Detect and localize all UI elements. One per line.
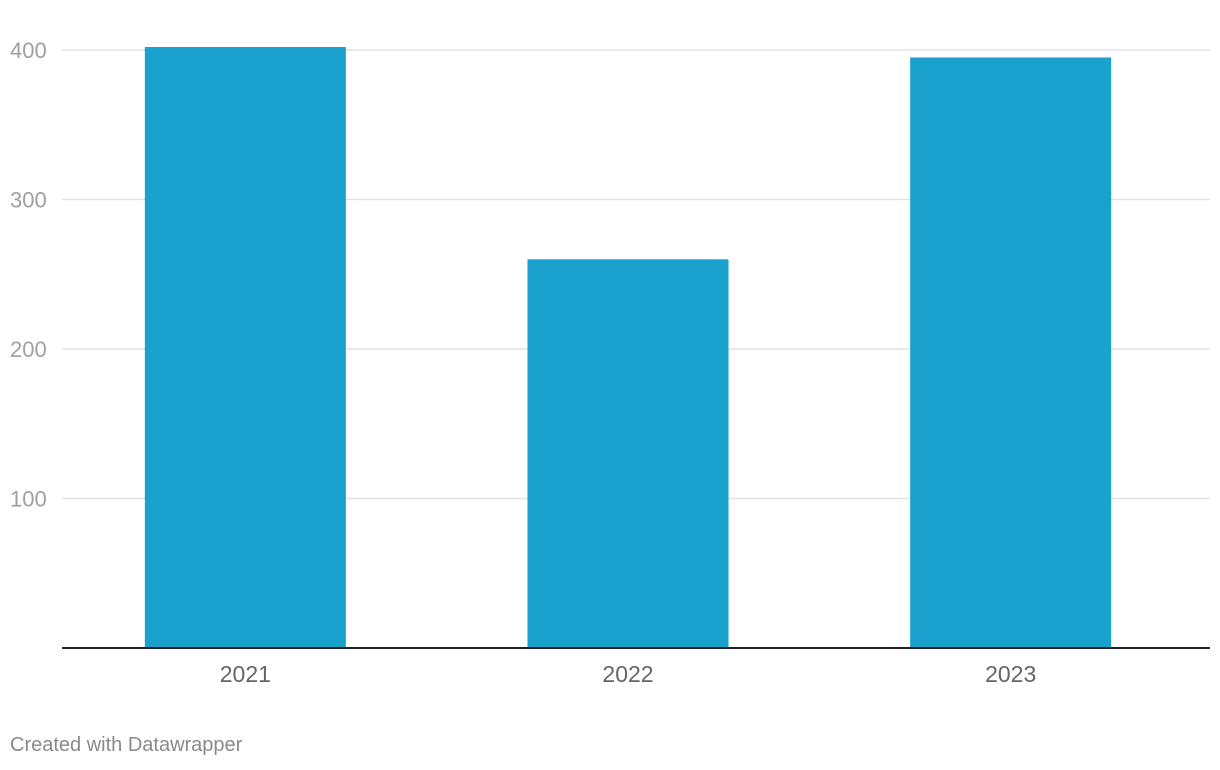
bars	[144, 47, 1112, 649]
x-axis: 2021 2022 2023	[62, 647, 1210, 687]
x-tick-label-2022: 2022	[602, 661, 653, 687]
x-tick-label-2023: 2023	[985, 661, 1036, 687]
x-tick-label-2021: 2021	[220, 661, 271, 687]
y-tick-label-400: 400	[10, 38, 47, 63]
bar-2021	[144, 47, 346, 648]
y-tick-label-300: 300	[10, 188, 47, 213]
y-tick-label-200: 200	[10, 337, 47, 362]
credit-text: Created with Datawrapper	[10, 734, 243, 756]
bar-2023	[910, 57, 1112, 649]
bar-2022	[527, 259, 729, 648]
y-axis: 100 200 300 400	[10, 38, 47, 512]
y-tick-label-100: 100	[10, 487, 47, 512]
